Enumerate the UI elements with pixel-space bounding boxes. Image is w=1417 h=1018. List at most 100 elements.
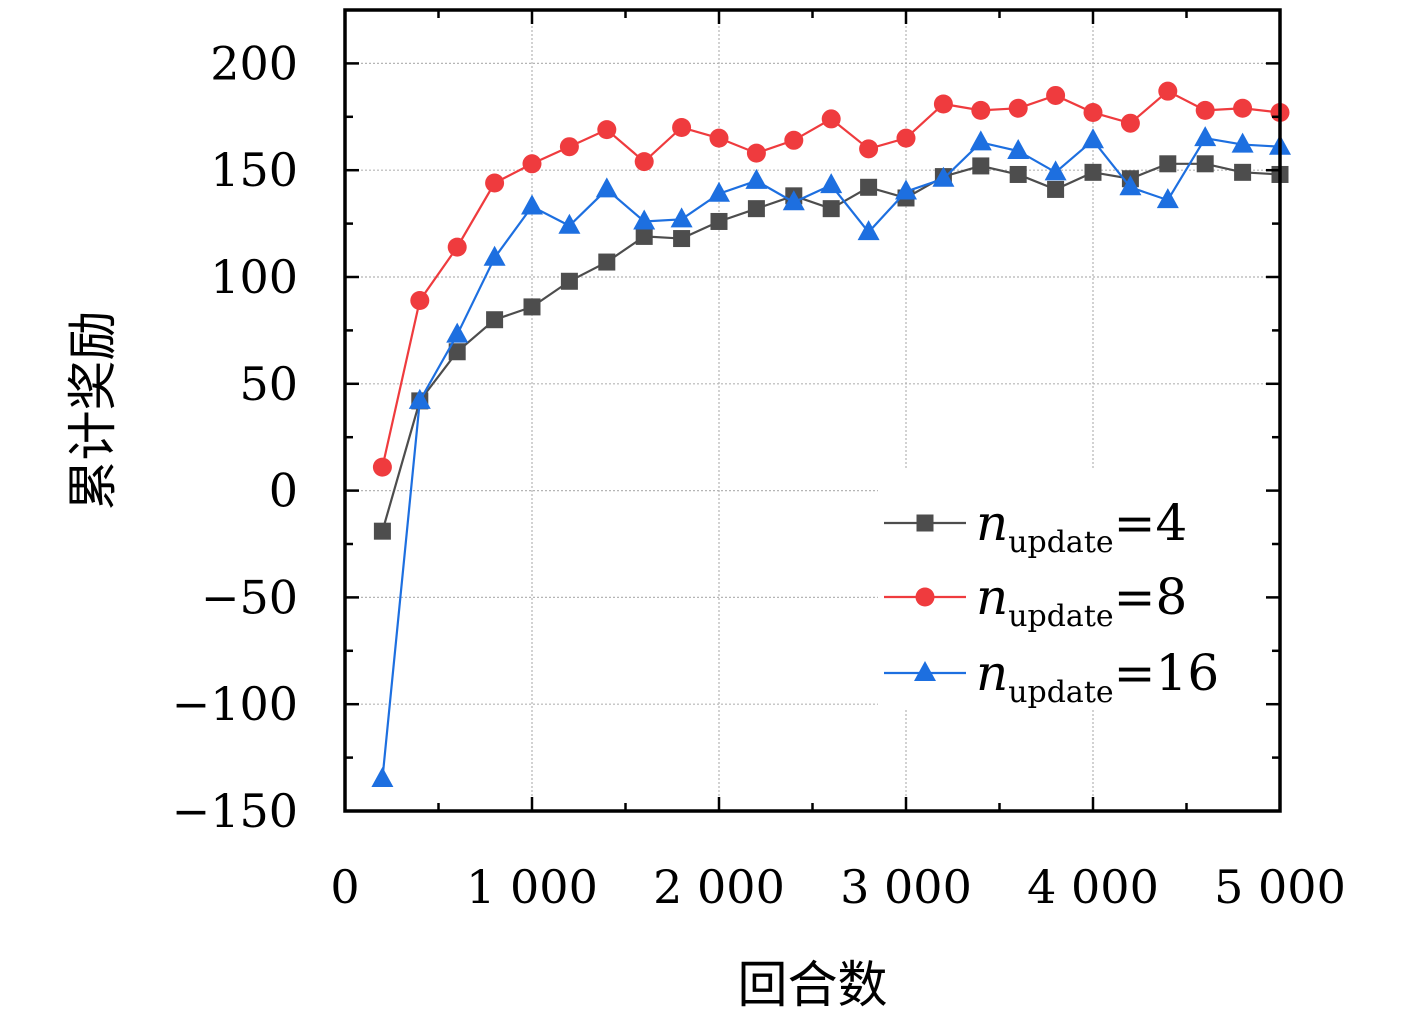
data-point [972,157,990,175]
data-point [486,311,504,329]
legend-label: nupdate=8 [976,568,1187,634]
data-point [859,139,879,159]
legend-subscript: update [1008,525,1113,560]
series-line [381,89,1281,468]
data-point [672,117,692,137]
legend-entry: nupdate=8 [884,568,1187,634]
data-point [1196,155,1214,173]
data-point [371,766,394,787]
y-tick-label: 100 [210,250,298,304]
data-point [446,322,469,343]
data-point [1046,85,1066,105]
data-point [1083,103,1103,123]
data-point [1231,132,1254,153]
data-point [597,120,617,140]
x-axis-title: 回合数 [738,956,888,1014]
legend-entry: nupdate=4 [884,494,1187,560]
data-point [560,272,578,290]
series-circle [372,81,1290,477]
data-point [1195,100,1215,120]
data-point [1194,126,1217,147]
data-point [558,213,581,234]
data-point [408,388,431,409]
data-point [860,178,878,196]
x-tick-label: 5 000 [1214,860,1346,914]
data-point [523,298,541,316]
series-square [373,155,1289,540]
series-layer [371,81,1291,787]
data-point [448,343,466,361]
data-point [822,200,840,218]
legend-value: =16 [1114,644,1220,702]
data-point [710,212,728,230]
legend-label: nupdate=4 [976,494,1187,560]
data-point [635,227,653,245]
data-point [1084,163,1102,181]
x-tick-label: 1 000 [466,860,598,914]
legend-value: =4 [1114,494,1188,552]
y-tick-label: 50 [239,357,298,411]
data-point [745,168,768,189]
legend-marker [914,661,936,681]
data-point [1008,98,1028,118]
data-point [1233,98,1253,118]
x-tick-label: 3 000 [840,860,972,914]
data-point [857,220,880,241]
data-point [1119,175,1142,196]
data-point [1044,160,1067,181]
tick-marks [343,8,1282,813]
data-point [784,130,804,150]
y-tick-label: −50 [201,570,298,624]
data-point [634,152,654,172]
y-tick-labels: −150 −100 −50 0 50 100 150 200 [172,36,298,838]
data-point [896,128,916,148]
data-point [821,109,841,129]
data-point [782,190,805,211]
data-point [708,181,730,202]
data-point [932,166,955,187]
x-tick-labels: 0 1 000 2 000 3 000 4 000 5 000 [330,860,1345,914]
data-point [673,230,691,248]
data-point [410,290,430,310]
legend-var: n [976,494,1008,552]
legend-marker [916,514,934,532]
data-point [1007,138,1030,159]
data-point [969,130,992,151]
legend-value: =8 [1114,568,1188,626]
data-point [895,179,917,200]
legend-var: n [976,644,1008,702]
y-axis-title: 累计奖励 [64,311,122,511]
data-point [1234,163,1252,181]
data-point [522,154,542,174]
data-point [971,100,991,120]
data-point [595,177,618,198]
legend-background [878,468,1273,708]
legend-subscript: update [1008,599,1113,634]
data-point [747,200,765,218]
data-point [483,245,506,266]
data-point [372,457,392,477]
data-point [1159,155,1177,173]
data-point [447,237,467,257]
data-point [746,143,766,163]
x-tick-label: 4 000 [1027,860,1159,914]
data-point [1120,113,1140,133]
data-point [933,94,953,114]
data-point [670,207,693,228]
data-point [709,128,729,148]
data-point [559,137,579,157]
legend-label: nupdate=16 [976,644,1219,710]
legend-subscript: update [1008,675,1113,710]
data-point [598,253,616,271]
y-tick-label: 200 [210,36,298,90]
y-tick-label: −150 [172,784,298,838]
data-point [633,209,656,230]
data-point [1082,128,1104,149]
data-point [373,522,391,540]
data-point [1047,180,1065,198]
legend-entry: nupdate=16 [884,644,1219,710]
x-tick-label: 0 [330,860,359,914]
y-tick-label: 150 [210,143,298,197]
